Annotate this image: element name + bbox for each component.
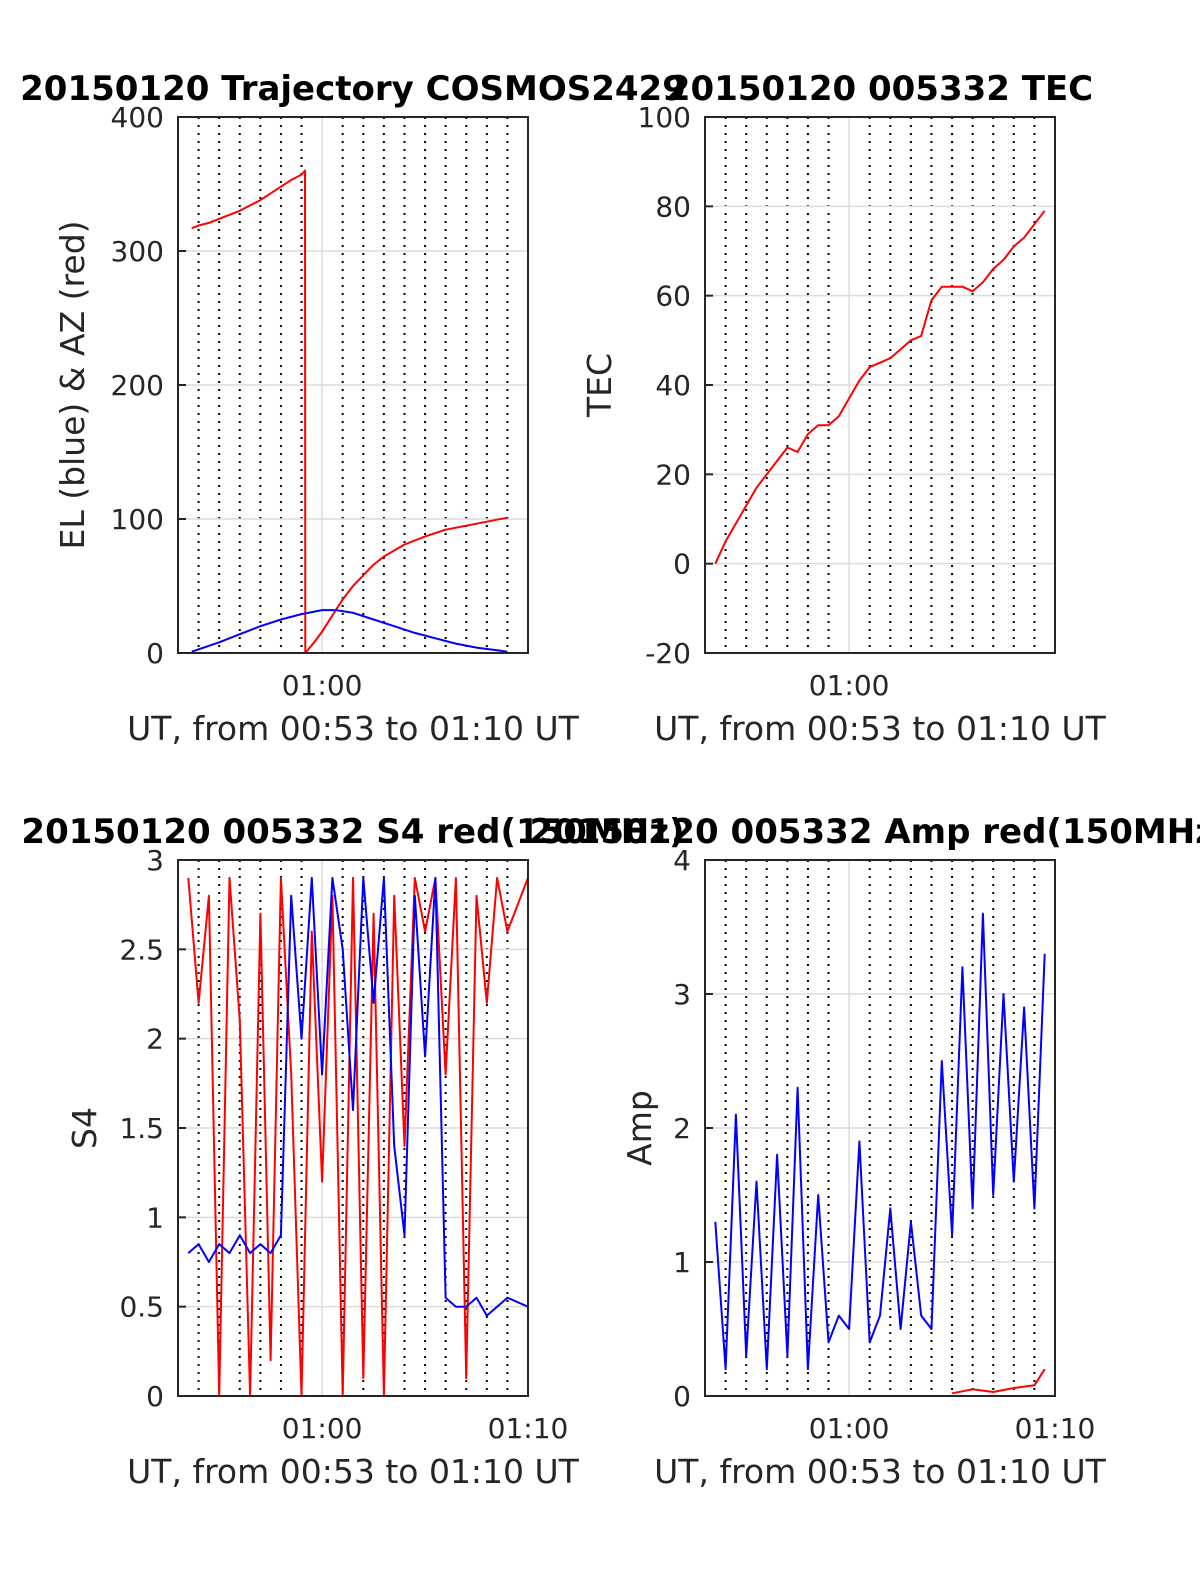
y-tick-label: 60 — [655, 280, 691, 313]
y-tick-label: -20 — [645, 637, 691, 670]
x-tick-label: 01:00 — [282, 1412, 363, 1445]
y-tick-label: 1 — [146, 1201, 164, 1234]
x-tick-label: 01:00 — [282, 669, 363, 702]
y-tick-label: 0 — [673, 1380, 691, 1413]
series-line — [187, 876, 529, 1317]
y-tick-label: 0 — [673, 548, 691, 581]
chart-title: 20150120 005332 S4 red(150MHz) — [21, 812, 684, 852]
x-tick-label: 01:10 — [1015, 1412, 1096, 1445]
y-tick-label: 40 — [655, 369, 691, 402]
y-tick-label: 100 — [638, 101, 691, 134]
y-tick-labels: 0 1 2 3 4 — [673, 844, 691, 1413]
y-tick-label: 2 — [146, 1023, 164, 1056]
y-tick-label: 3 — [146, 844, 164, 877]
series-line — [191, 609, 508, 653]
plot-frame — [177, 116, 529, 654]
y-tick-label: 1.5 — [119, 1112, 164, 1145]
chart-title: 20150120 005332 TEC — [667, 69, 1093, 109]
y-tick-label: 2.5 — [119, 933, 164, 966]
series-lines — [714, 210, 1046, 565]
y-tick-label: 2 — [673, 1112, 691, 1145]
x-axis-label: UT, from 00:53 to 01:10 UT — [127, 1452, 580, 1491]
series-line — [191, 169, 508, 654]
y-tick-labels: -20 0 20 40 60 80 100 — [638, 101, 691, 670]
y-tick-label: 0 — [146, 637, 164, 670]
y-tick-label: 300 — [111, 235, 164, 268]
y-tick-label: 80 — [655, 190, 691, 223]
y-tick-label: 400 — [111, 101, 164, 134]
y-axis-label: S4 — [65, 1107, 104, 1149]
x-tick-labels: 01:00 01:10 — [282, 1412, 569, 1445]
plot-frame — [704, 116, 1056, 654]
series-line — [714, 210, 1046, 565]
x-tick-label: 01:10 — [488, 1412, 569, 1445]
x-tick-labels: 01:00 — [809, 669, 890, 702]
panel-trajectory: 0 100 200 300 400 01:00 20150120 Trajectory … — [20, 69, 686, 748]
x-tick-label: 01:00 — [809, 669, 890, 702]
x-axis-label: UT, from 00:53 to 01:10 UT — [654, 709, 1107, 748]
y-axis-label: TEC — [580, 353, 619, 418]
y-tick-label: 0.5 — [119, 1291, 164, 1324]
x-tick-label: 01:00 — [809, 1412, 890, 1445]
y-tick-label: 3 — [673, 978, 691, 1011]
panel-tec: -20 0 20 40 60 80 100 01:00 20150120 005332 TE… — [580, 69, 1107, 748]
y-tick-label: 20 — [655, 458, 691, 491]
x-tick-labels: 01:00 01:10 — [809, 1412, 1096, 1445]
panel-s4: 0 0.5 1 1.5 2 2.5 3 01:00 01:10 20150120 005332… — [21, 812, 684, 1491]
x-tick-labels: 01:00 — [282, 669, 363, 702]
series-line — [951, 1368, 1046, 1395]
y-tick-label: 4 — [673, 844, 691, 877]
series-line — [714, 912, 1046, 1371]
y-axis-label: EL (blue) & AZ (red) — [53, 220, 92, 549]
chart-title: 20150120 Trajectory COSMOS2429 — [20, 69, 686, 109]
y-tick-label: 0 — [146, 1380, 164, 1413]
series-lines — [714, 912, 1046, 1395]
panel-amp: 0 1 2 3 4 01:00 01:10 20150120 005332 Amp red… — [529, 812, 1200, 1491]
plot-frame — [177, 859, 529, 1397]
x-axis-label: UT, from 00:53 to 01:10 UT — [654, 1452, 1107, 1491]
y-tick-labels: 0 0.5 1 1.5 2 2.5 3 — [119, 844, 164, 1413]
y-tick-label: 1 — [673, 1246, 691, 1279]
y-tick-labels: 0 100 200 300 400 — [111, 101, 164, 670]
chart-title: 20150120 005332 Amp red(150MHz) — [529, 812, 1200, 852]
plot-frame — [704, 859, 1056, 1397]
series-line — [187, 876, 529, 1397]
x-axis-label: UT, from 00:53 to 01:10 UT — [127, 709, 580, 748]
y-axis-label: Amp — [620, 1090, 659, 1166]
y-tick-label: 100 — [111, 503, 164, 536]
series-lines — [191, 169, 508, 654]
y-tick-label: 200 — [111, 369, 164, 402]
series-lines — [187, 876, 529, 1397]
